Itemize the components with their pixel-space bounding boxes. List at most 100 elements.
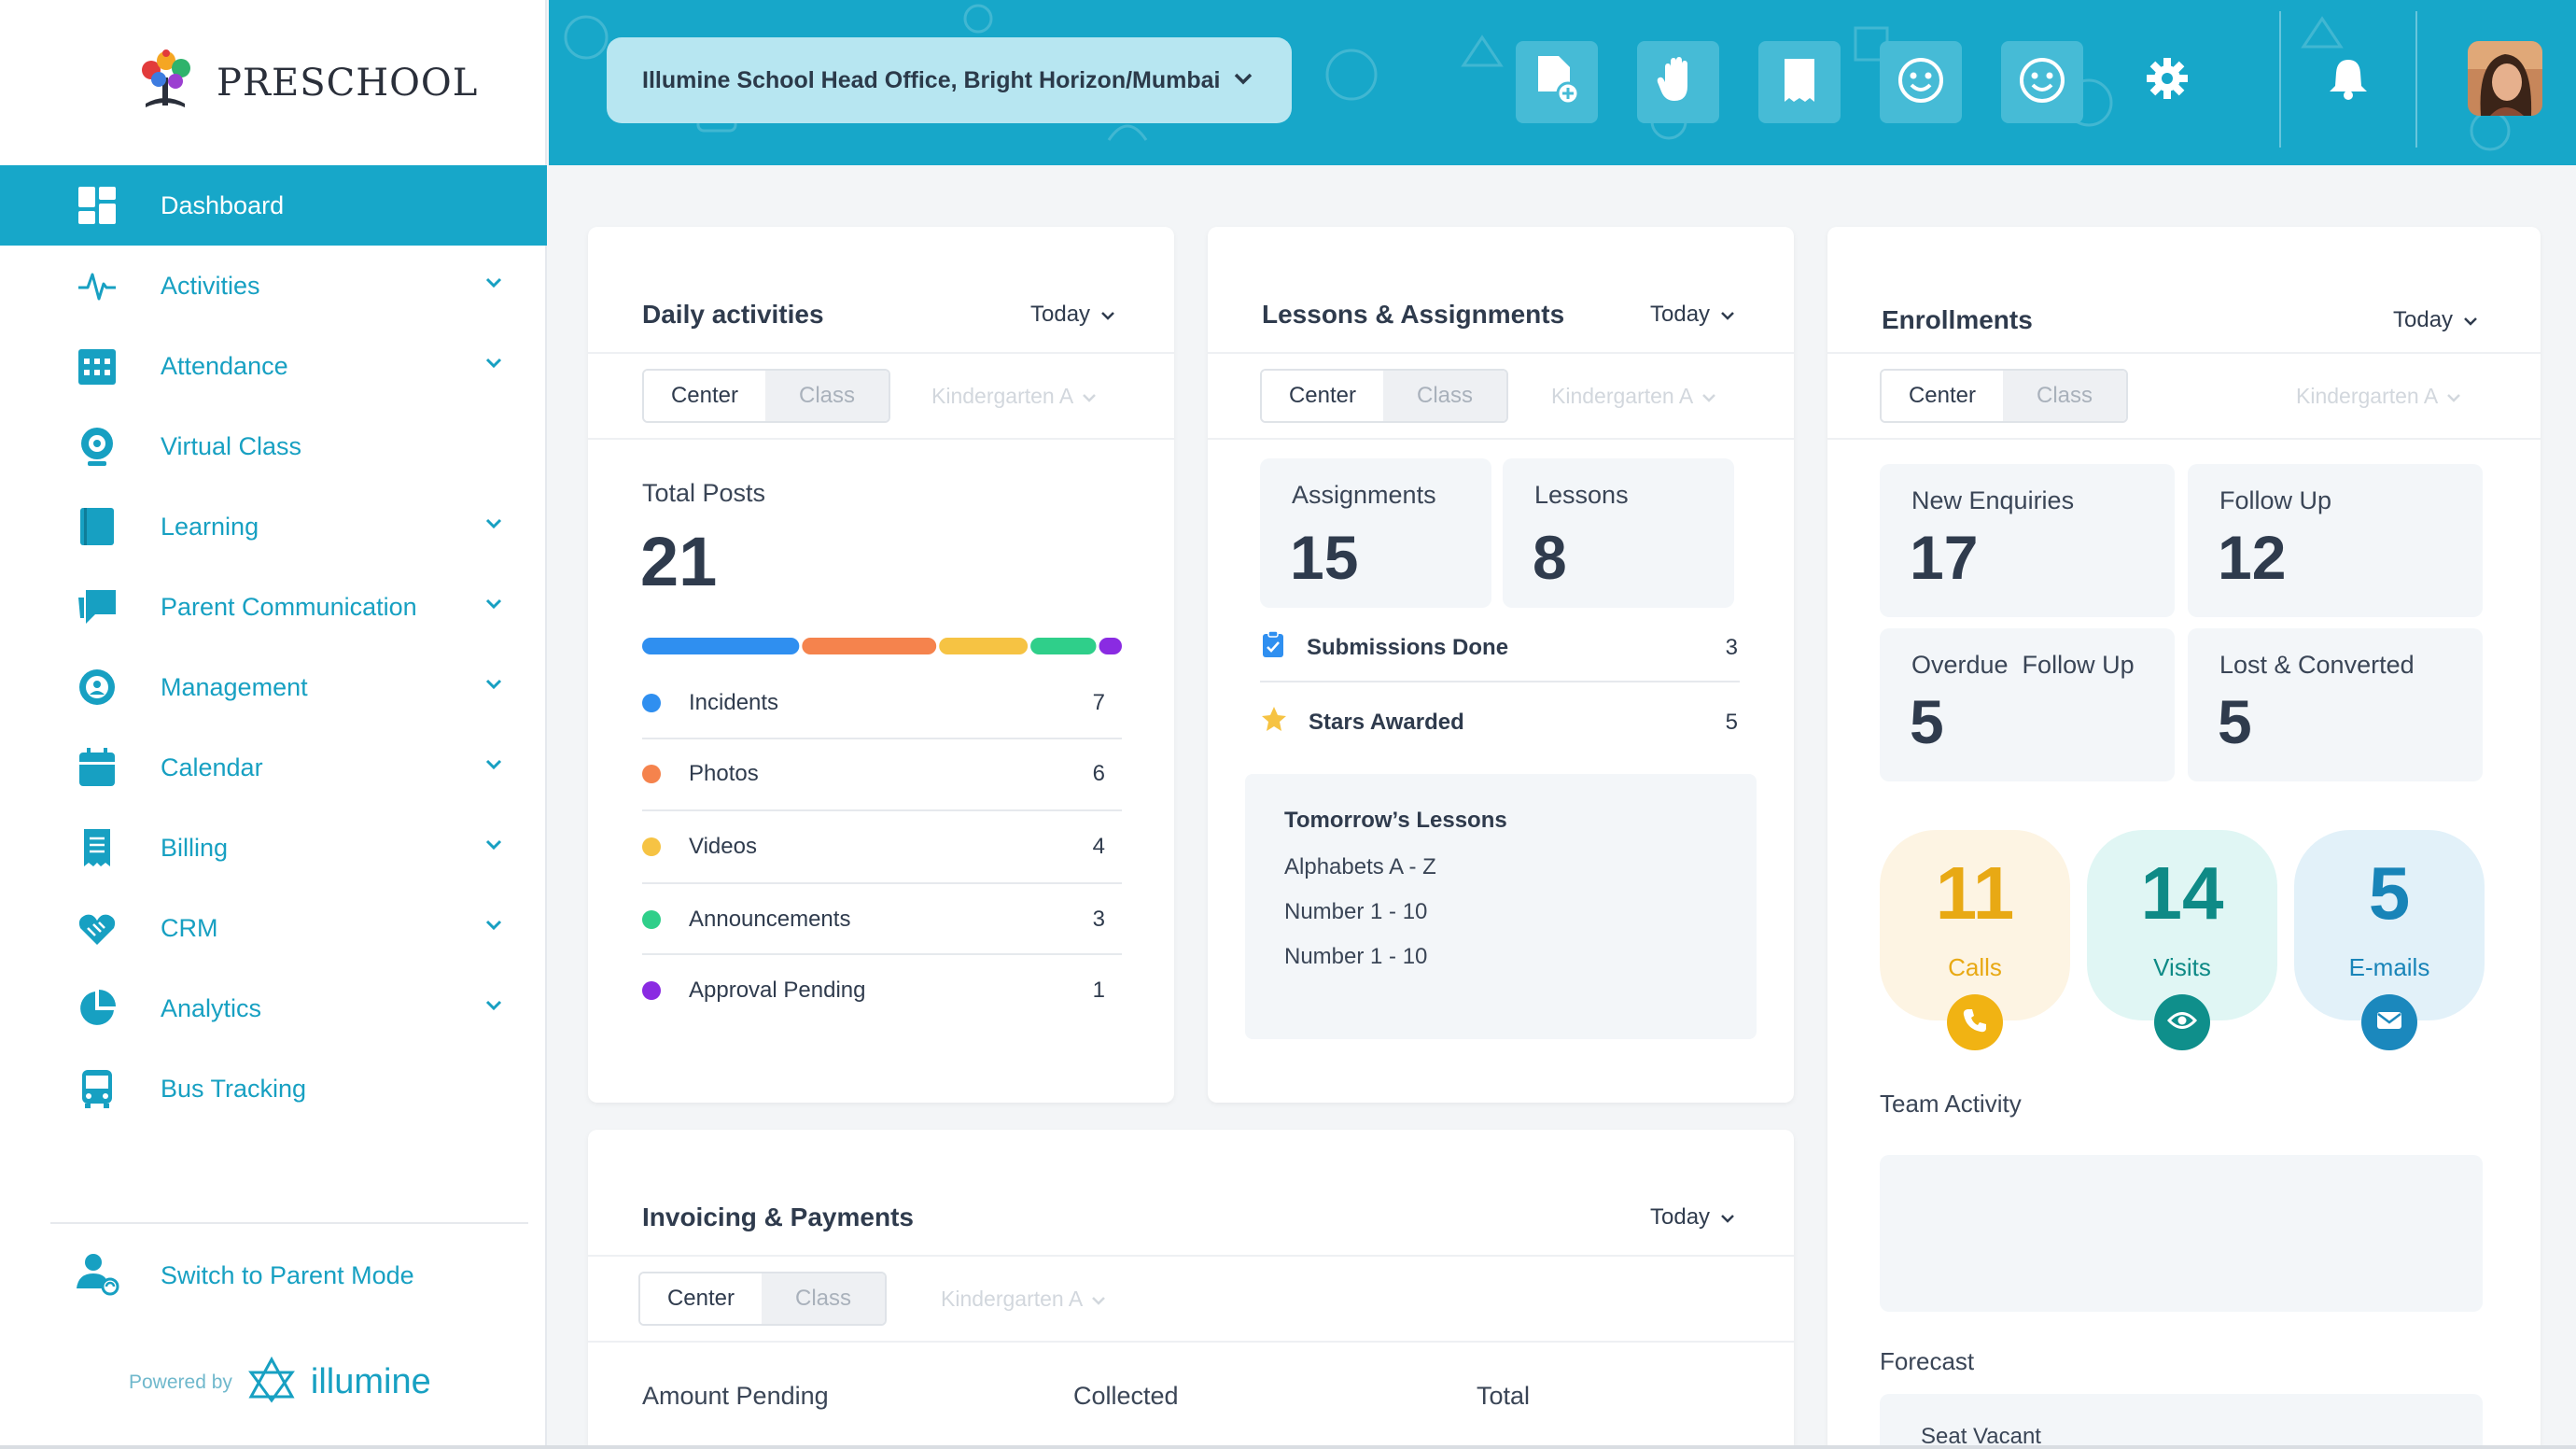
center-tab[interactable]: Center bbox=[640, 1273, 762, 1324]
center-tab[interactable]: Center bbox=[644, 371, 765, 421]
sidebar-item-billing[interactable]: Billing bbox=[0, 808, 547, 888]
window-bottom-edge bbox=[0, 1445, 2576, 1449]
row-label: Announcements bbox=[689, 907, 851, 932]
sidebar-item-analytics[interactable]: Analytics bbox=[0, 968, 547, 1048]
chevron-down-icon[interactable] bbox=[485, 758, 502, 775]
switch-parent-mode-button[interactable]: Switch to Parent Mode bbox=[75, 1247, 414, 1303]
chevron-down-icon[interactable] bbox=[485, 919, 502, 936]
feedback-button[interactable] bbox=[2001, 41, 2083, 123]
sidebar-item-label: Bus Tracking bbox=[161, 1074, 307, 1103]
handshake-icon bbox=[75, 906, 119, 950]
sidebar-item-parent-communication[interactable]: Parent Communication bbox=[0, 567, 547, 647]
mood-button[interactable] bbox=[1880, 41, 1962, 123]
emails-bubble: 5 E-mails bbox=[2294, 830, 2485, 1050]
chevron-down-icon[interactable] bbox=[485, 276, 502, 293]
chevron-down-icon[interactable] bbox=[485, 517, 502, 534]
divider bbox=[588, 1341, 1794, 1343]
phone-button[interactable] bbox=[1947, 994, 2003, 1050]
add-document-icon bbox=[1533, 54, 1581, 111]
class-select-label: Kindergarten A bbox=[941, 1287, 1084, 1311]
sidebar-item-dashboard[interactable]: Dashboard bbox=[0, 165, 547, 246]
period-dropdown[interactable]: Today bbox=[1650, 1204, 1734, 1231]
eye-icon bbox=[2166, 1010, 2198, 1035]
class-select[interactable]: Kindergarten A bbox=[941, 1287, 1106, 1312]
smiley-icon bbox=[2018, 56, 2066, 109]
settings-button[interactable] bbox=[2137, 50, 2197, 110]
chevron-down-icon[interactable] bbox=[485, 678, 502, 695]
divider bbox=[642, 953, 1122, 955]
list-item[interactable]: Videos 4 bbox=[642, 834, 1105, 860]
list-item[interactable]: Stars Awarded 5 bbox=[1260, 705, 1738, 739]
sidebar-item-crm[interactable]: CRM bbox=[0, 888, 547, 968]
class-tab[interactable]: Class bbox=[765, 371, 889, 421]
tomorrow-lessons-panel: Tomorrow’s Lessons Alphabets A - Z Numbe… bbox=[1245, 774, 1757, 1039]
seat-vacant-label: Seat Vacant bbox=[1921, 1424, 2041, 1449]
sidebar-item-bus-tracking[interactable]: Bus Tracking bbox=[0, 1048, 547, 1129]
list-item[interactable]: Photos 6 bbox=[642, 761, 1105, 787]
class-select[interactable]: Kindergarten A bbox=[1551, 384, 1716, 409]
class-select[interactable]: Kindergarten A bbox=[931, 384, 1097, 409]
stat-value: 5 bbox=[1910, 687, 1944, 756]
tree-logo-icon bbox=[129, 46, 203, 120]
tomorrow-lesson-item[interactable]: Number 1 - 10 bbox=[1284, 944, 1428, 969]
class-tab[interactable]: Class bbox=[2003, 371, 2126, 421]
sidebar-item-learning[interactable]: Learning bbox=[0, 486, 547, 567]
attendance-hand-button[interactable] bbox=[1637, 41, 1719, 123]
email-button[interactable] bbox=[2361, 994, 2417, 1050]
row-count: 1 bbox=[1092, 978, 1105, 1003]
view-button[interactable] bbox=[2154, 994, 2210, 1050]
list-item[interactable]: Announcements 3 bbox=[642, 907, 1105, 933]
class-select[interactable]: Kindergarten A bbox=[2296, 384, 2461, 409]
visits-value: 14 bbox=[2140, 851, 2224, 935]
center-tab[interactable]: Center bbox=[1262, 371, 1383, 421]
sidebar-item-label: Virtual Class bbox=[161, 431, 302, 460]
chevron-down-icon[interactable] bbox=[485, 999, 502, 1016]
sidebar-item-activities[interactable]: Activities bbox=[0, 246, 547, 326]
app-logo[interactable]: PRESCHOOL bbox=[129, 43, 478, 123]
sidebar-item-management[interactable]: Management bbox=[0, 647, 547, 727]
notifications-button[interactable] bbox=[2318, 50, 2378, 110]
chevron-down-icon[interactable] bbox=[485, 357, 502, 373]
class-tab[interactable]: Class bbox=[1383, 371, 1506, 421]
emails-label: E-mails bbox=[2348, 953, 2430, 981]
switch-parent-mode-label: Switch to Parent Mode bbox=[161, 1260, 414, 1289]
add-document-button[interactable] bbox=[1516, 41, 1598, 123]
invoicing-payments-card: Invoicing & Payments Today Center Class … bbox=[588, 1130, 1794, 1449]
overdue-follow-up-stat[interactable]: Overdue Follow Up 5 bbox=[1880, 628, 2175, 781]
total-posts-label: Total Posts bbox=[642, 479, 766, 507]
location-selector[interactable]: Illumine School Head Office, Bright Hori… bbox=[607, 37, 1292, 123]
new-enquiries-stat[interactable]: New Enquiries 17 bbox=[1880, 464, 2175, 617]
follow-up-stat[interactable]: Follow Up 12 bbox=[2188, 464, 2483, 617]
avatar[interactable] bbox=[2468, 41, 2542, 116]
card-title: Lessons & Assignments bbox=[1262, 300, 1565, 329]
stat-label: New Enquiries bbox=[1911, 486, 2075, 514]
period-dropdown[interactable]: Today bbox=[1650, 302, 1734, 328]
forecast-panel: Seat Vacant bbox=[1880, 1394, 2483, 1449]
chevron-down-icon bbox=[1083, 384, 1097, 409]
webcam-icon bbox=[75, 424, 119, 469]
tomorrow-lesson-item[interactable]: Number 1 - 10 bbox=[1284, 899, 1428, 924]
period-dropdown[interactable]: Today bbox=[1030, 302, 1114, 328]
list-item[interactable]: Submissions Done 3 bbox=[1260, 630, 1738, 665]
receipt-button[interactable] bbox=[1758, 41, 1841, 123]
team-activity-label: Team Activity bbox=[1880, 1090, 2022, 1118]
sidebar-item-attendance[interactable]: Attendance bbox=[0, 326, 547, 406]
period-dropdown[interactable]: Today bbox=[2393, 307, 2477, 333]
row-count: 6 bbox=[1092, 761, 1105, 786]
sidebar-item-calendar[interactable]: Calendar bbox=[0, 727, 547, 808]
stat-label: Follow Up bbox=[2219, 486, 2332, 514]
tomorrow-lesson-item[interactable]: Alphabets A - Z bbox=[1284, 854, 1436, 879]
assignments-stat: Assignments 15 bbox=[1260, 458, 1491, 608]
list-item[interactable]: Approval Pending 1 bbox=[642, 978, 1105, 1004]
lost-converted-stat[interactable]: Lost & Converted 5 bbox=[2188, 628, 2483, 781]
breakdown-segment-videos bbox=[939, 638, 1029, 654]
row-label: Approval Pending bbox=[689, 978, 866, 1003]
sidebar-item-virtual-class[interactable]: Virtual Class bbox=[0, 406, 547, 486]
chevron-down-icon[interactable] bbox=[485, 598, 502, 614]
breakdown-segment-approval bbox=[1099, 638, 1122, 654]
center-tab[interactable]: Center bbox=[1882, 371, 2003, 421]
chevron-down-icon[interactable] bbox=[485, 838, 502, 855]
list-item[interactable]: Incidents 7 bbox=[642, 690, 1105, 716]
stat-value: 15 bbox=[1290, 523, 1359, 592]
class-tab[interactable]: Class bbox=[762, 1273, 885, 1324]
